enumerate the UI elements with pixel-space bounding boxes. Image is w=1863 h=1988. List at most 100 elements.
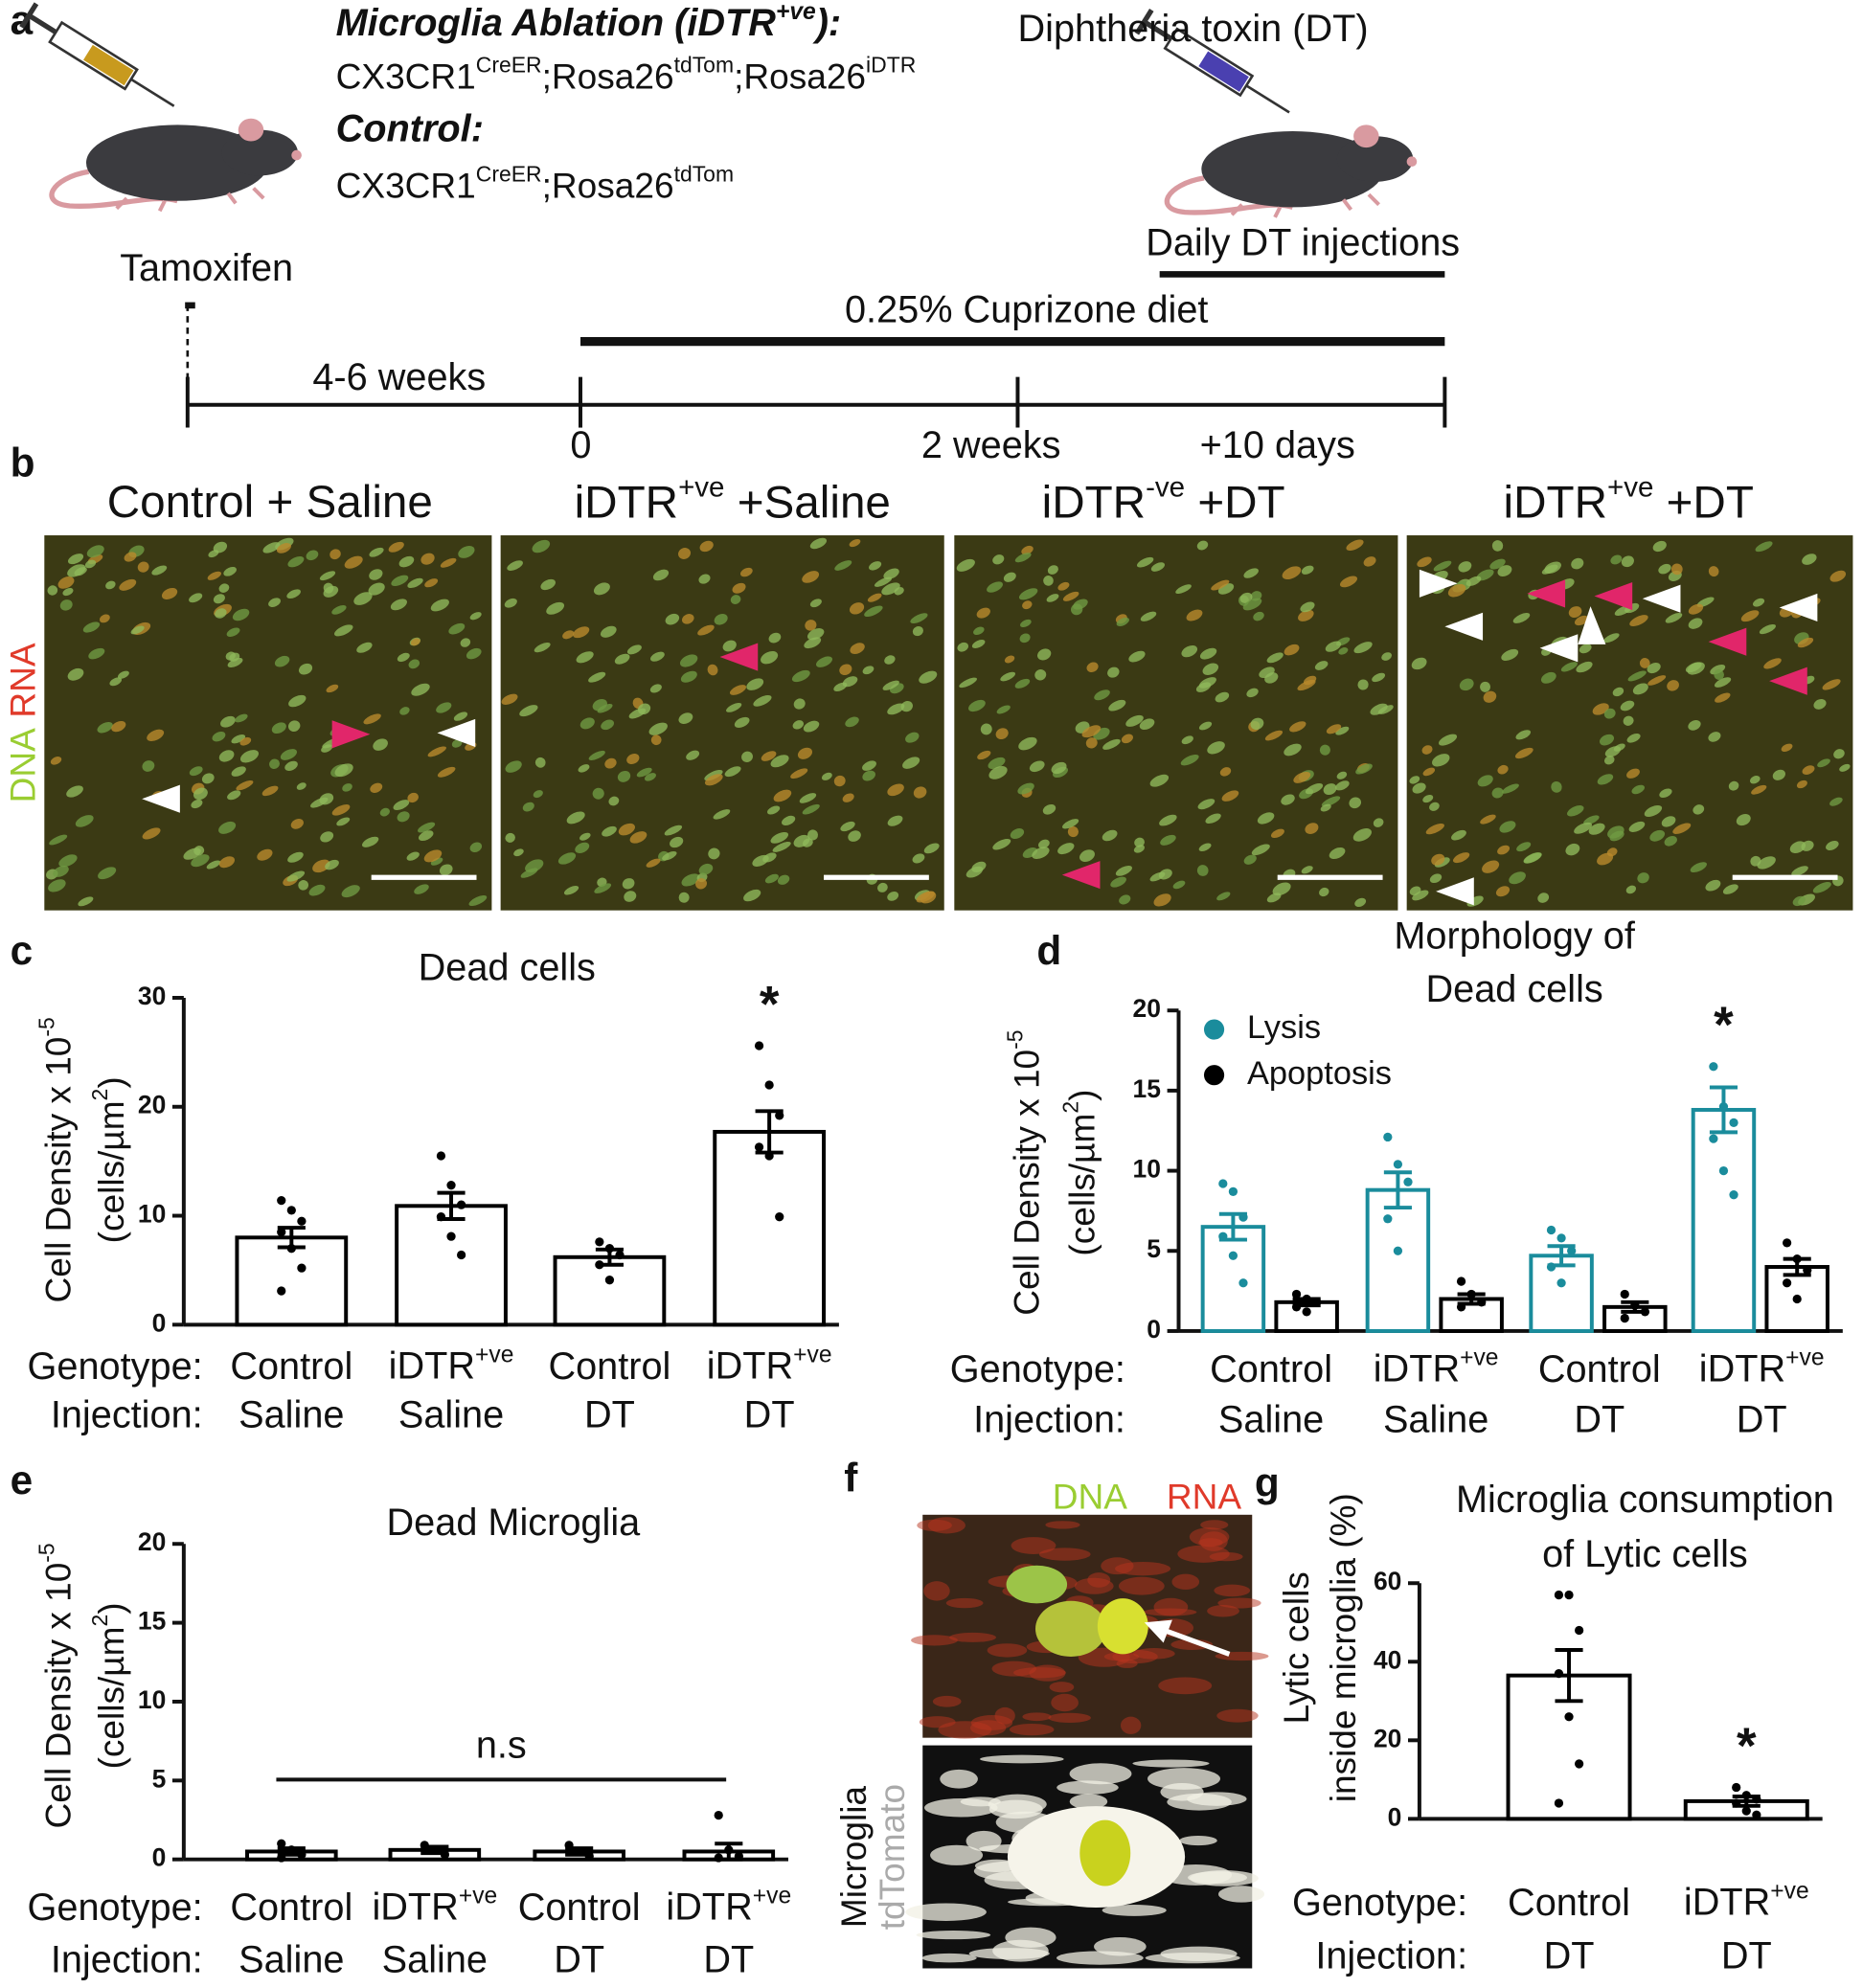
text-run: iDTR xyxy=(389,1345,475,1388)
tdtomato-signal xyxy=(921,1953,977,1963)
cell-nucleus xyxy=(1196,865,1209,876)
cell-nucleus xyxy=(1491,540,1504,552)
cell-nucleus xyxy=(592,787,604,800)
data-point xyxy=(277,1286,286,1296)
cell-nucleus xyxy=(271,722,286,734)
cell-nucleus xyxy=(1107,666,1120,678)
tdtomato-signal xyxy=(968,1948,1050,1959)
cell-nucleus xyxy=(1839,763,1851,772)
cell-nucleus xyxy=(1813,698,1827,710)
cell-nucleus xyxy=(1512,613,1531,623)
cell-nucleus xyxy=(193,787,208,801)
cell-nucleus xyxy=(1004,655,1015,664)
y-axis-label: (cells/µm2) xyxy=(1058,1090,1102,1256)
cell-nucleus xyxy=(1600,734,1615,746)
cell-nucleus xyxy=(1250,717,1264,730)
cell-nucleus xyxy=(1429,802,1440,811)
rna-signal xyxy=(1120,1716,1142,1734)
data-point xyxy=(764,1151,774,1161)
cell-nucleus xyxy=(1186,609,1203,621)
cell-nucleus xyxy=(1715,692,1731,703)
cell-nucleus xyxy=(1409,886,1421,896)
mouse-ear xyxy=(238,118,264,142)
cell-nucleus xyxy=(1537,892,1550,903)
cell-nucleus xyxy=(287,851,304,863)
tdtomato-signal xyxy=(916,1931,991,1940)
cell-nucleus xyxy=(1119,894,1131,905)
cell-nucleus xyxy=(287,720,301,732)
cell-nucleus xyxy=(695,878,707,890)
cell-nucleus xyxy=(1134,837,1145,847)
cell-nucleus xyxy=(1349,797,1362,809)
cell-nucleus xyxy=(1621,555,1634,568)
cell-nucleus xyxy=(290,819,304,829)
data-point xyxy=(1640,1307,1650,1317)
data-point xyxy=(456,1250,466,1260)
cell-nucleus xyxy=(212,731,226,742)
cell-nucleus xyxy=(99,614,110,623)
cell-nucleus xyxy=(877,882,888,892)
cell-nucleus xyxy=(912,625,923,637)
cell-nucleus xyxy=(1014,553,1032,563)
cell-nucleus xyxy=(1057,581,1070,591)
y-tick-label: 30 xyxy=(138,982,166,1010)
cell-nucleus xyxy=(227,790,241,801)
arrowhead xyxy=(1419,569,1458,598)
cell-nucleus xyxy=(959,677,977,689)
tdtomato-signal xyxy=(1160,1946,1238,1961)
cell-nucleus xyxy=(1003,572,1016,582)
rna-signal xyxy=(1115,1561,1171,1576)
cell-nucleus xyxy=(887,703,905,715)
cell-nucleus xyxy=(602,825,617,837)
cell-nucleus xyxy=(189,593,203,603)
chart-title: Morphology of xyxy=(1394,915,1635,957)
rna-signal xyxy=(917,1519,952,1531)
cell-nucleus xyxy=(1515,730,1532,740)
cell-nucleus xyxy=(369,547,384,557)
cell-nucleus xyxy=(399,707,410,715)
y-tick-label: 0 xyxy=(152,1843,167,1872)
cell-nucleus xyxy=(151,565,168,576)
cell-nucleus xyxy=(1115,865,1132,876)
cell-nucleus xyxy=(834,560,852,571)
mouse-body xyxy=(1201,130,1384,208)
cell-nucleus xyxy=(910,613,928,624)
cell-nucleus xyxy=(1202,663,1219,675)
cell-nucleus xyxy=(1046,594,1059,602)
rna-signal xyxy=(994,1706,1015,1725)
arrowhead xyxy=(142,784,180,813)
text-run: ) xyxy=(91,1602,131,1614)
cell-nucleus xyxy=(1373,818,1384,827)
injection-label: Saline xyxy=(1383,1399,1488,1441)
cell-nucleus xyxy=(341,885,360,898)
cell-nucleus xyxy=(353,592,373,605)
cell-nucleus xyxy=(793,698,806,710)
cell-nucleus xyxy=(201,773,215,784)
arrowhead xyxy=(1061,861,1101,890)
arrowhead xyxy=(1578,606,1606,644)
cell-nucleus xyxy=(50,757,62,765)
injection-label: Saline xyxy=(1218,1399,1324,1441)
rna-signal xyxy=(1048,1712,1091,1724)
cell-nucleus xyxy=(1597,774,1614,785)
cell-nucleus xyxy=(310,797,329,808)
data-point xyxy=(1574,1625,1584,1636)
inset-arrowhead xyxy=(1144,1619,1172,1643)
superscript: -ve xyxy=(1146,472,1185,504)
cell-nucleus xyxy=(850,643,865,654)
cell-nucleus xyxy=(1335,780,1350,791)
cell-nucleus xyxy=(1211,579,1230,591)
cell-nucleus xyxy=(331,604,347,615)
tdtomato-signal xyxy=(1188,1871,1248,1885)
cell-nucleus xyxy=(743,889,761,902)
cell-nucleus xyxy=(761,650,779,665)
cell-nucleus xyxy=(206,860,221,870)
cell-nucleus xyxy=(1422,794,1434,803)
cell-nucleus xyxy=(1763,658,1782,669)
cell-nucleus xyxy=(298,663,313,675)
cell-nucleus xyxy=(1626,768,1640,779)
cell-nucleus xyxy=(1796,779,1807,789)
cell-nucleus xyxy=(430,857,443,866)
significance-label: * xyxy=(1737,1718,1757,1774)
cell-nucleus xyxy=(1613,743,1625,752)
